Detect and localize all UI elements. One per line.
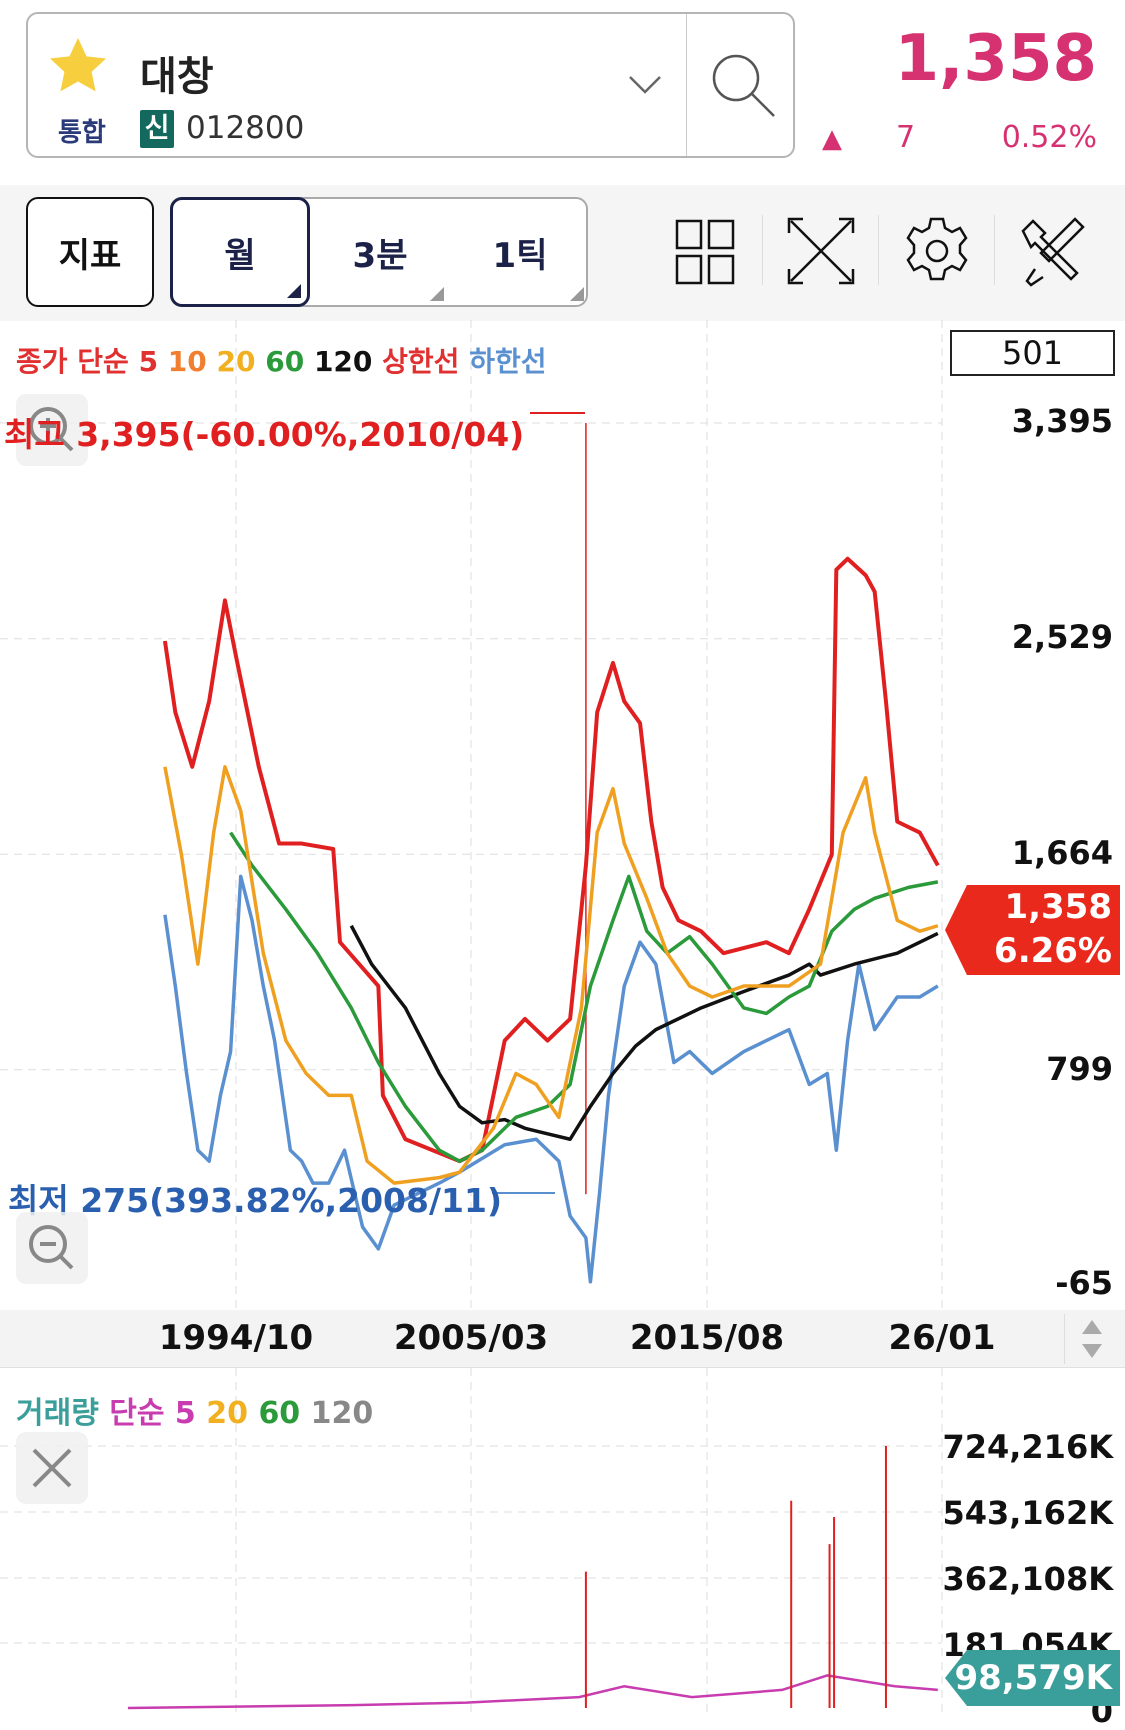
divider xyxy=(762,215,763,285)
period-tick-button[interactable]: 1틱 xyxy=(450,197,590,307)
chart-toolbar: 지표 월 3분 1틱 xyxy=(0,185,1125,321)
zoom-out-icon xyxy=(29,1225,74,1270)
x-axis-label: 2005/03 xyxy=(393,1318,549,1358)
scroll-updown-icon[interactable] xyxy=(1064,1314,1120,1364)
market-label: 통합 xyxy=(58,118,106,148)
volume-y-label: 362,108K xyxy=(942,1560,1113,1598)
divider xyxy=(686,14,687,156)
stock-name: 대창 xyxy=(140,54,214,100)
series-line-상한선 xyxy=(162,556,940,1164)
legend-item: 하한선 xyxy=(469,345,547,378)
favorite-star-icon[interactable] xyxy=(46,34,110,98)
series-line-하한선 xyxy=(163,874,939,1284)
volume-legend: 거래량 단순 5 20 60 120 xyxy=(16,1388,373,1432)
legend-item: 거래량 xyxy=(16,1396,110,1431)
credit-badge: 신 xyxy=(140,110,174,148)
period-label: 월 xyxy=(224,235,256,276)
current-volume-badge: 98,579K xyxy=(945,1650,1120,1706)
dropdown-corner-icon xyxy=(287,284,301,298)
price-chart[interactable] xyxy=(0,320,1125,1718)
zoom-in-button[interactable] xyxy=(16,394,88,466)
legend-item: 상한선 xyxy=(382,345,470,378)
legend-item: 단순 xyxy=(109,1396,175,1431)
legend-item: 5 xyxy=(138,345,168,378)
legend-item: 20 xyxy=(216,345,266,378)
close-volume-button[interactable] xyxy=(16,1432,88,1504)
price-change-pct: 0.52% xyxy=(1001,120,1097,155)
legend-item: 10 xyxy=(167,345,217,378)
period-month-button[interactable]: 월 xyxy=(170,197,310,307)
data-count-box[interactable]: 501 xyxy=(950,330,1115,376)
dropdown-corner-icon xyxy=(570,287,584,301)
badge-price: 1,358 xyxy=(1004,887,1112,927)
legend-item: 종가 xyxy=(16,345,78,378)
fullscreen-icon[interactable] xyxy=(781,211,861,291)
badge-pct: 6.26% xyxy=(994,931,1112,971)
y-axis-label: -65 xyxy=(1055,1264,1113,1302)
volume-y-label: 543,162K xyxy=(942,1494,1113,1532)
zoom-out-button[interactable] xyxy=(16,1212,88,1284)
y-axis-label: 799 xyxy=(1046,1050,1113,1088)
volume-y-label: 724,216K xyxy=(942,1428,1113,1466)
period-selector: 월 3분 1틱 xyxy=(170,197,588,307)
high-price-annotation: 최고 3,395(-60.00%,2010/04) xyxy=(4,415,525,454)
x-axis-label: 26/01 xyxy=(888,1318,996,1358)
price-legend: 종가 단순 5 10 20 60 120 상한선 하한선 xyxy=(16,340,546,380)
indicator-button[interactable]: 지표 xyxy=(26,197,154,307)
y-axis-label: 2,529 xyxy=(1011,618,1113,656)
zoom-in-icon xyxy=(29,407,74,452)
gear-icon[interactable] xyxy=(897,211,977,291)
x-axis-strip[interactable] xyxy=(0,1310,1125,1368)
period-label: 1틱 xyxy=(492,235,548,276)
divider xyxy=(878,215,879,285)
layout-grid-icon[interactable] xyxy=(665,211,745,291)
y-axis-label: 1,664 xyxy=(1011,834,1113,872)
close-icon xyxy=(32,1448,72,1488)
stock-code: 012800 xyxy=(186,110,305,146)
legend-item: 60 xyxy=(265,345,314,378)
current-price: 1,358 xyxy=(894,22,1097,96)
legend-item: 60 xyxy=(258,1396,311,1431)
divider xyxy=(994,215,995,285)
chevron-down-icon[interactable] xyxy=(628,74,662,96)
low-price-annotation: 최저 275(393.82%,2008/11) xyxy=(8,1181,503,1220)
tools-icon[interactable] xyxy=(1013,211,1093,291)
x-axis-label: 1994/10 xyxy=(158,1318,314,1358)
period-3min-button[interactable]: 3분 xyxy=(310,197,450,307)
legend-item: 120 xyxy=(310,1396,374,1431)
series-line-20 xyxy=(163,765,939,1185)
volume-ma-line xyxy=(127,1674,938,1710)
up-arrow-icon: ▲ xyxy=(822,124,842,154)
legend-item: 5 xyxy=(174,1396,207,1431)
legend-item: 단순 xyxy=(77,345,139,378)
x-axis-label: 2015/08 xyxy=(629,1318,785,1358)
stock-search-box[interactable]: 대창 통합 신 012800 xyxy=(26,12,795,158)
legend-item: 20 xyxy=(206,1396,259,1431)
dropdown-corner-icon xyxy=(430,287,444,301)
y-axis-label: 3,395 xyxy=(1011,402,1113,440)
search-icon[interactable] xyxy=(708,50,780,122)
price-change: 7 xyxy=(896,120,916,155)
current-price-badge: 1,358 6.26% xyxy=(945,885,1120,975)
legend-item: 120 xyxy=(313,345,383,378)
period-label: 3분 xyxy=(352,235,408,276)
